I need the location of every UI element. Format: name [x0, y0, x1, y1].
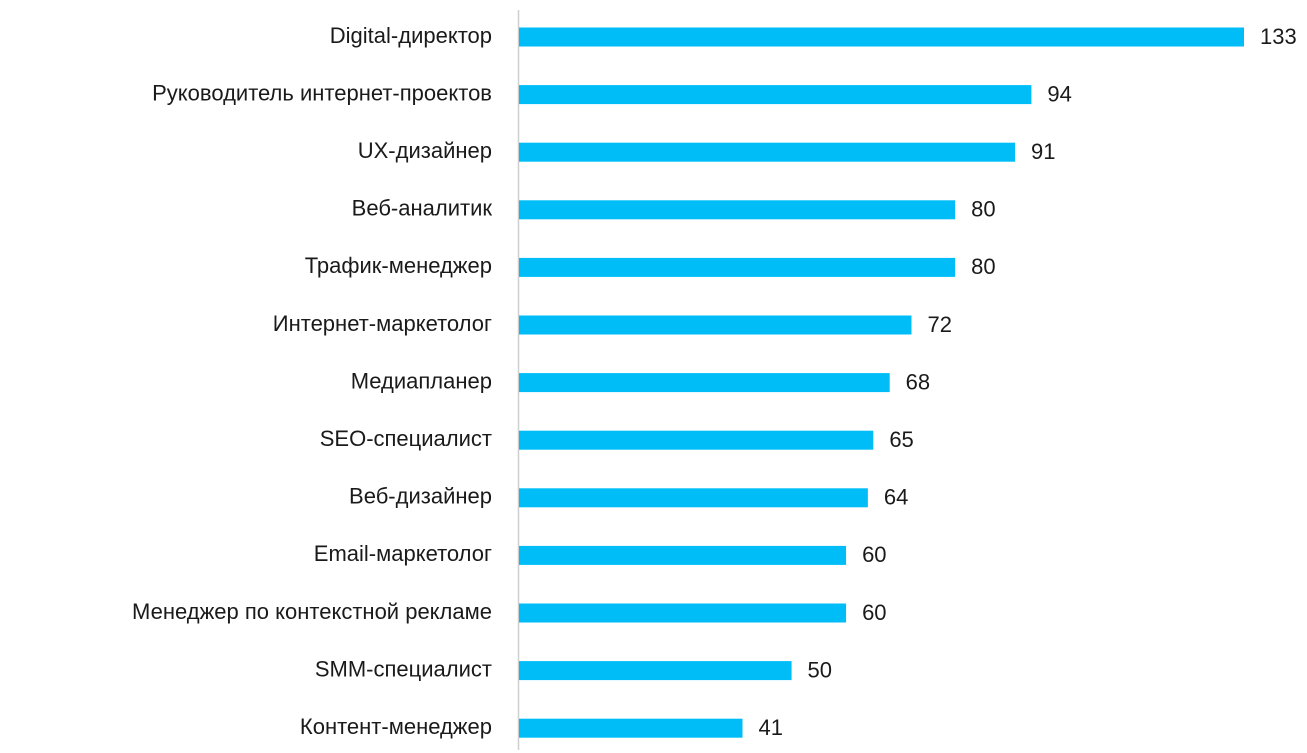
value-label: 80	[971, 254, 995, 279]
value-label: 91	[1031, 139, 1055, 164]
value-label: 80	[971, 197, 995, 222]
category-label: Медиапланер	[351, 368, 492, 393]
value-label: 68	[906, 369, 930, 394]
category-label: Интернет-маркетолог	[273, 311, 492, 336]
category-label: SEO-специалист	[320, 426, 492, 451]
value-label: 65	[889, 427, 913, 452]
category-label: Контент-менеджер	[300, 714, 492, 739]
category-label: Руководитель интернет-проектов	[152, 80, 492, 105]
value-label: 133	[1260, 24, 1297, 49]
category-label: Веб-аналитик	[352, 196, 493, 221]
bar	[519, 430, 874, 450]
value-label: 60	[862, 542, 886, 567]
bar	[519, 718, 743, 738]
value-label: 41	[758, 715, 782, 740]
category-label: Менеджер по контекстной рекламе	[132, 599, 492, 624]
value-label: 64	[884, 485, 908, 510]
bar	[519, 373, 890, 393]
bar	[519, 27, 1244, 47]
bar	[519, 85, 1032, 105]
category-label: Digital-директор	[330, 23, 492, 48]
bar	[519, 200, 956, 220]
value-label: 50	[808, 657, 832, 682]
bar	[519, 257, 956, 277]
bar	[519, 661, 792, 681]
category-label: SMM-специалист	[315, 656, 492, 681]
bar	[519, 142, 1016, 162]
bar	[519, 545, 847, 565]
category-label: Email-маркетолог	[314, 541, 492, 566]
category-label: UX-дизайнер	[358, 138, 492, 163]
bar	[519, 315, 912, 335]
value-label: 72	[927, 312, 951, 337]
value-label: 60	[862, 600, 886, 625]
category-label: Веб-дизайнер	[349, 484, 492, 509]
bar	[519, 488, 868, 508]
category-label: Трафик-менеджер	[305, 253, 492, 278]
bar	[519, 603, 847, 623]
value-label: 94	[1047, 81, 1071, 106]
